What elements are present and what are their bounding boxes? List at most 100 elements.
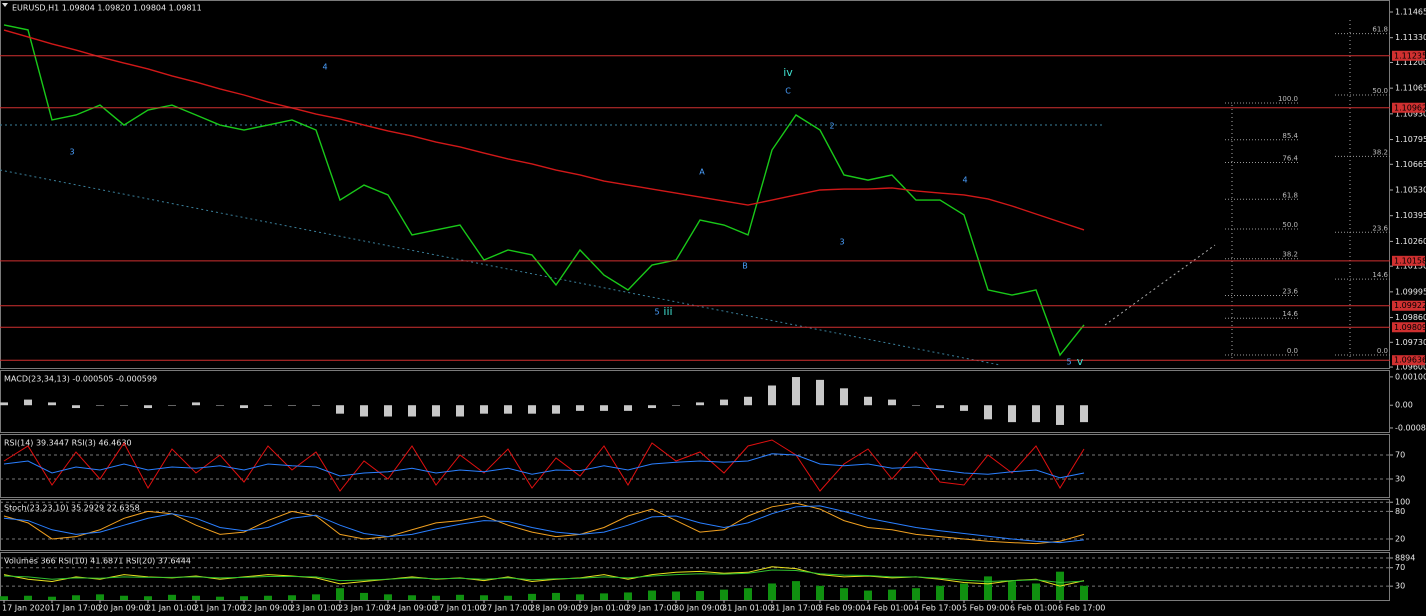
y-tick-label: -0.000807 — [1395, 423, 1426, 432]
x-tick-label: 31 Jan 17:00 — [770, 604, 821, 613]
bar — [840, 388, 848, 406]
main-title: EURUSD,H1 1.09804 1.09820 1.09804 1.0981… — [12, 4, 202, 13]
bar — [576, 405, 584, 411]
wave-label: 5 — [1066, 358, 1071, 367]
bar — [744, 396, 752, 406]
fib-label: 38.2 — [1372, 148, 1388, 156]
bar — [672, 591, 680, 600]
stoch-panel — [0, 499, 1390, 551]
bar — [240, 405, 248, 409]
bar — [504, 595, 512, 600]
bar — [432, 405, 440, 417]
price-level-box — [1392, 50, 1425, 61]
bar — [1080, 405, 1088, 423]
y-tick-label: 0.001005 — [1395, 372, 1426, 381]
bar — [696, 402, 704, 406]
panel-title: MACD(23,34,13) -0.000505 -0.000599 — [4, 375, 157, 384]
price-level-label: 1.10962 — [1394, 103, 1426, 112]
y-tick-label: 1.10130 — [1395, 262, 1426, 271]
fib-label: 85.4 — [1282, 132, 1298, 140]
y-tick-label: 0.00 — [1395, 401, 1413, 410]
x-tick-label: 6 Feb 17:00 — [1058, 604, 1105, 613]
bar — [768, 385, 776, 406]
y-tick-label: 30 — [1395, 475, 1405, 484]
y-tick-label: 1.09860 — [1395, 313, 1426, 322]
bar — [1080, 585, 1088, 600]
fib-label: 76.4 — [1282, 154, 1298, 162]
bar — [528, 593, 536, 600]
y-tick-label: 1.10530 — [1395, 185, 1426, 194]
series-line — [3, 29, 1085, 231]
x-tick-label: 31 Jan 01:00 — [722, 604, 773, 613]
y-tick-label: 70 — [1395, 563, 1405, 572]
bar — [552, 405, 560, 414]
price-level-label: 1.11235 — [1394, 51, 1426, 60]
wave-label: 3 — [839, 238, 844, 247]
bar — [840, 588, 848, 600]
bar — [984, 576, 992, 600]
y-tick-label: 1.11065 — [1395, 84, 1426, 93]
fib-label: 50.0 — [1282, 221, 1298, 229]
x-tick-label: 17 Jan 17:00 — [50, 604, 101, 613]
x-tick-label: 4 Feb 17:00 — [914, 604, 961, 613]
fib-label: 14.6 — [1282, 310, 1298, 318]
x-tick-label: 4 Feb 01:00 — [866, 604, 913, 613]
price-level-box — [1392, 102, 1425, 113]
x-tick-label: 29 Jan 17:00 — [626, 604, 677, 613]
x-tick-label: 29 Jan 01:00 — [578, 604, 629, 613]
bar — [576, 594, 584, 600]
price-level-label: 1.10158 — [1394, 256, 1426, 265]
bar — [1056, 405, 1064, 425]
bar — [264, 595, 272, 600]
bar — [144, 405, 152, 409]
y-tick-label: 1.09730 — [1395, 338, 1426, 347]
bar — [312, 405, 320, 406]
fib-label: 38.2 — [1282, 251, 1298, 259]
bar — [720, 589, 728, 600]
bar — [24, 399, 32, 406]
bar — [624, 592, 632, 600]
x-tick-label: 3 Feb 09:00 — [818, 604, 865, 613]
bar — [336, 588, 344, 600]
x-tick-label: 28 Jan 09:00 — [530, 604, 581, 613]
bar — [912, 405, 920, 406]
price-level-label: 1.09809 — [1394, 323, 1426, 332]
bar — [816, 585, 824, 600]
panel-title: Volumes 366 RSI(10) 41.6871 RSI(20) 37.6… — [4, 557, 191, 566]
bar — [432, 595, 440, 600]
bar — [336, 405, 344, 414]
menu-arrow[interactable] — [2, 3, 8, 7]
bar — [696, 591, 704, 600]
bar — [24, 595, 32, 600]
bar — [816, 379, 824, 406]
bar — [1008, 405, 1016, 423]
x-tick-label: 21 Jan 17:00 — [194, 604, 245, 613]
bar — [744, 588, 752, 600]
y-tick-label: 1.09600 — [1395, 363, 1426, 372]
bar — [264, 405, 272, 406]
bar — [1008, 581, 1016, 600]
price-level-box — [1392, 255, 1425, 266]
series-line — [3, 453, 1085, 479]
bar — [864, 396, 872, 406]
bar — [216, 596, 224, 600]
y-tick-label: 1.10665 — [1395, 160, 1426, 169]
bar — [168, 594, 176, 600]
price-level-box — [1392, 300, 1425, 311]
bar — [624, 405, 632, 411]
price-level-box — [1392, 355, 1425, 366]
series-line — [3, 502, 1085, 545]
bar — [408, 595, 416, 600]
wave-label: B — [742, 262, 748, 271]
y-tick-label: 1.10395 — [1395, 211, 1426, 220]
x-tick-label: 27 Jan 01:00 — [434, 604, 485, 613]
fib-label: 0.0 — [1287, 347, 1298, 355]
bar — [480, 595, 488, 600]
bar — [936, 585, 944, 600]
x-tick-label: 5 Feb 09:00 — [962, 604, 1009, 613]
bar — [120, 405, 128, 406]
bar — [600, 405, 608, 411]
y-tick-label: 1.09995 — [1395, 287, 1426, 296]
